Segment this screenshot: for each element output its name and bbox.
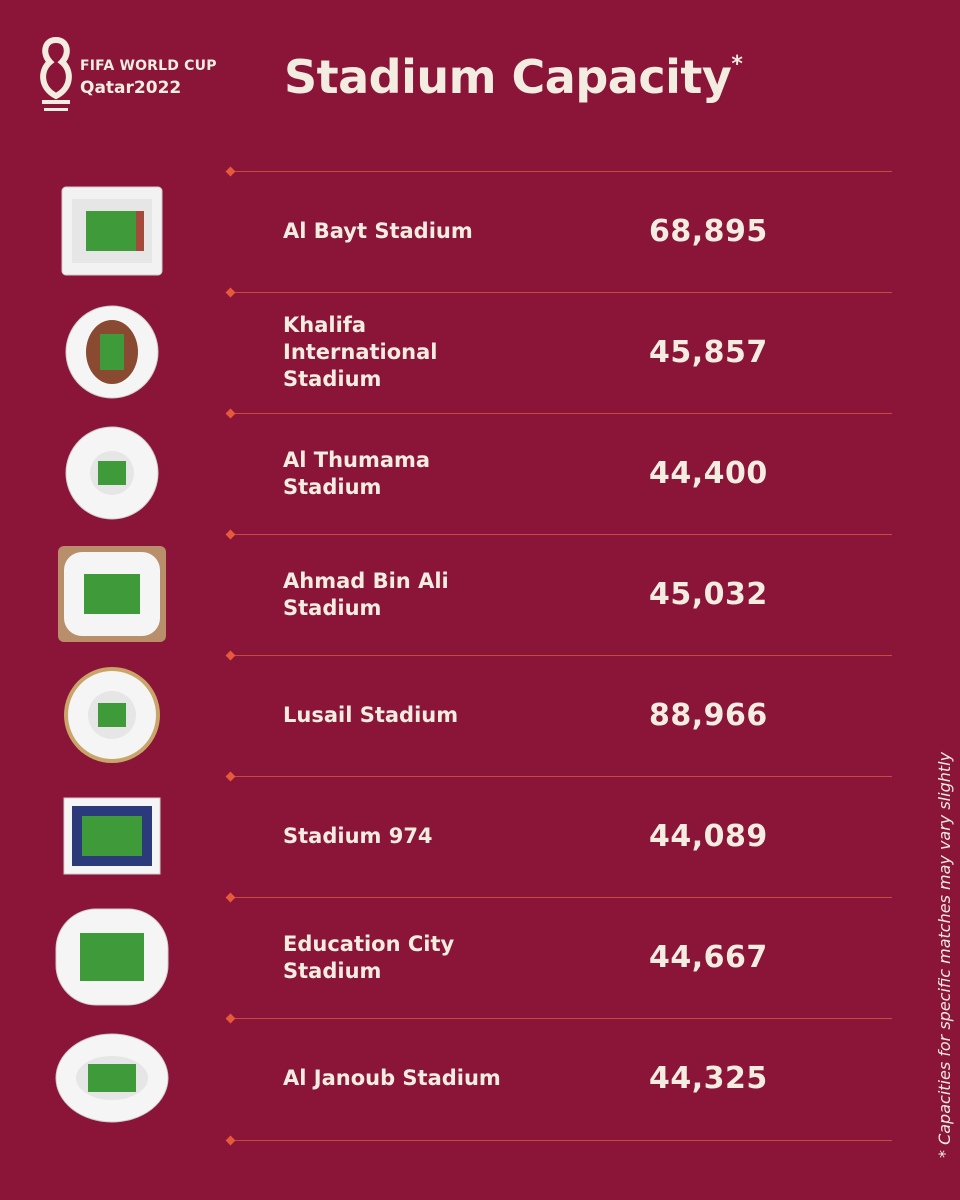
logo-text-qatar-2022: Qatar2022 — [80, 78, 182, 98]
stadium-row: Lusail Stadium 88,966 — [0, 650, 960, 776]
al-janoub-stadium-icon — [55, 1033, 169, 1123]
fifa-world-cup-logo: FIFA WORLD CUP Qatar2022 — [36, 36, 226, 122]
title-asterisk: * — [731, 52, 743, 77]
stadium-name: Khalifa International Stadium — [283, 313, 438, 391]
stadium-row: Ahmad Bin Ali Stadium 45,032 — [0, 529, 960, 655]
logo-text-fifa-world-cup: FIFA WORLD CUP — [80, 58, 217, 74]
stadium-974-icon — [63, 797, 161, 875]
khalifa-stadium-icon — [65, 305, 159, 399]
stadium-name: Ahmad Bin Ali Stadium — [283, 568, 449, 620]
stadium-row: Education City Stadium 44,667 — [0, 892, 960, 1018]
stadium-capacity: 44,667 — [649, 940, 768, 975]
stadium-name: Al Janoub Stadium — [283, 1066, 501, 1090]
al-thumama-stadium-icon — [65, 426, 159, 520]
education-city-stadium-icon — [55, 908, 169, 1006]
stadium-capacity: 68,895 — [649, 214, 768, 249]
stadium-row: Khalifa International Stadium 45,857 — [0, 287, 960, 413]
capacity-footnote: * Capacities for specific matches may va… — [935, 751, 954, 1158]
stadium-row: Al Janoub Stadium 44,325 — [0, 1013, 960, 1139]
stadium-name: Al Thumama Stadium — [283, 447, 431, 499]
stadium-capacity: 45,032 — [649, 577, 768, 612]
lusail-stadium-icon — [64, 667, 160, 763]
stadium-capacity: 44,089 — [649, 819, 768, 854]
stadium-capacity: 88,966 — [649, 698, 768, 733]
ahmad-bin-ali-stadium-icon — [58, 546, 166, 642]
stadium-name: Stadium 974 — [283, 824, 433, 848]
stadium-row: Stadium 974 44,089 — [0, 771, 960, 897]
al-bayt-stadium-icon — [61, 186, 163, 276]
stadium-name: Al Bayt Stadium — [283, 219, 473, 243]
stadium-name: Education City Stadium — [283, 931, 455, 983]
stadium-row: Al Thumama Stadium 44,400 — [0, 408, 960, 534]
stadium-capacity: 44,325 — [649, 1061, 768, 1096]
page-title: Stadium Capacity* — [284, 50, 743, 104]
stadium-list: Al Bayt Stadium 68,895 Khalifa Internati… — [0, 166, 960, 1139]
stadium-capacity: 45,857 — [649, 335, 768, 370]
stadium-capacity: 44,400 — [649, 456, 768, 491]
stadium-row: Al Bayt Stadium 68,895 — [0, 166, 960, 292]
world-cup-emblem-icon — [40, 36, 72, 111]
stadium-name: Lusail Stadium — [283, 703, 459, 727]
